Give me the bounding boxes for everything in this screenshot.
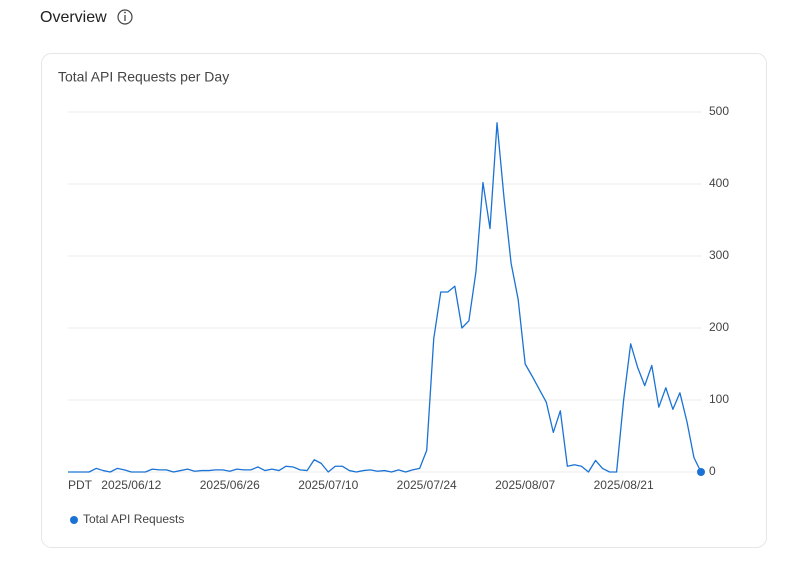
series-line [68, 122, 702, 473]
y-tick-label: 500 [709, 104, 729, 118]
legend-label: Total API Requests [83, 512, 184, 526]
timezone-label: PDT [68, 478, 93, 492]
y-tick-label: 200 [709, 320, 729, 334]
page-title: Overview [40, 9, 107, 26]
x-tick-label: 2025/06/12 [101, 478, 161, 492]
x-tick-label: 2025/07/24 [397, 478, 457, 492]
info-icon[interactable] [117, 9, 133, 25]
last-point [697, 468, 705, 476]
x-tick-label: 2025/07/10 [298, 478, 358, 492]
y-tick-label: 400 [709, 176, 729, 190]
y-tick-label: 0 [709, 464, 716, 478]
y-tick-label: 100 [709, 392, 729, 406]
y-tick-label: 300 [709, 248, 729, 262]
legend-swatch [70, 516, 78, 524]
card [41, 53, 767, 548]
chart-title: Total API Requests per Day [58, 69, 229, 85]
x-tick-label: 2025/08/21 [594, 478, 654, 492]
x-tick-label: 2025/06/26 [200, 478, 260, 492]
x-tick-label: 2025/08/07 [495, 478, 555, 492]
